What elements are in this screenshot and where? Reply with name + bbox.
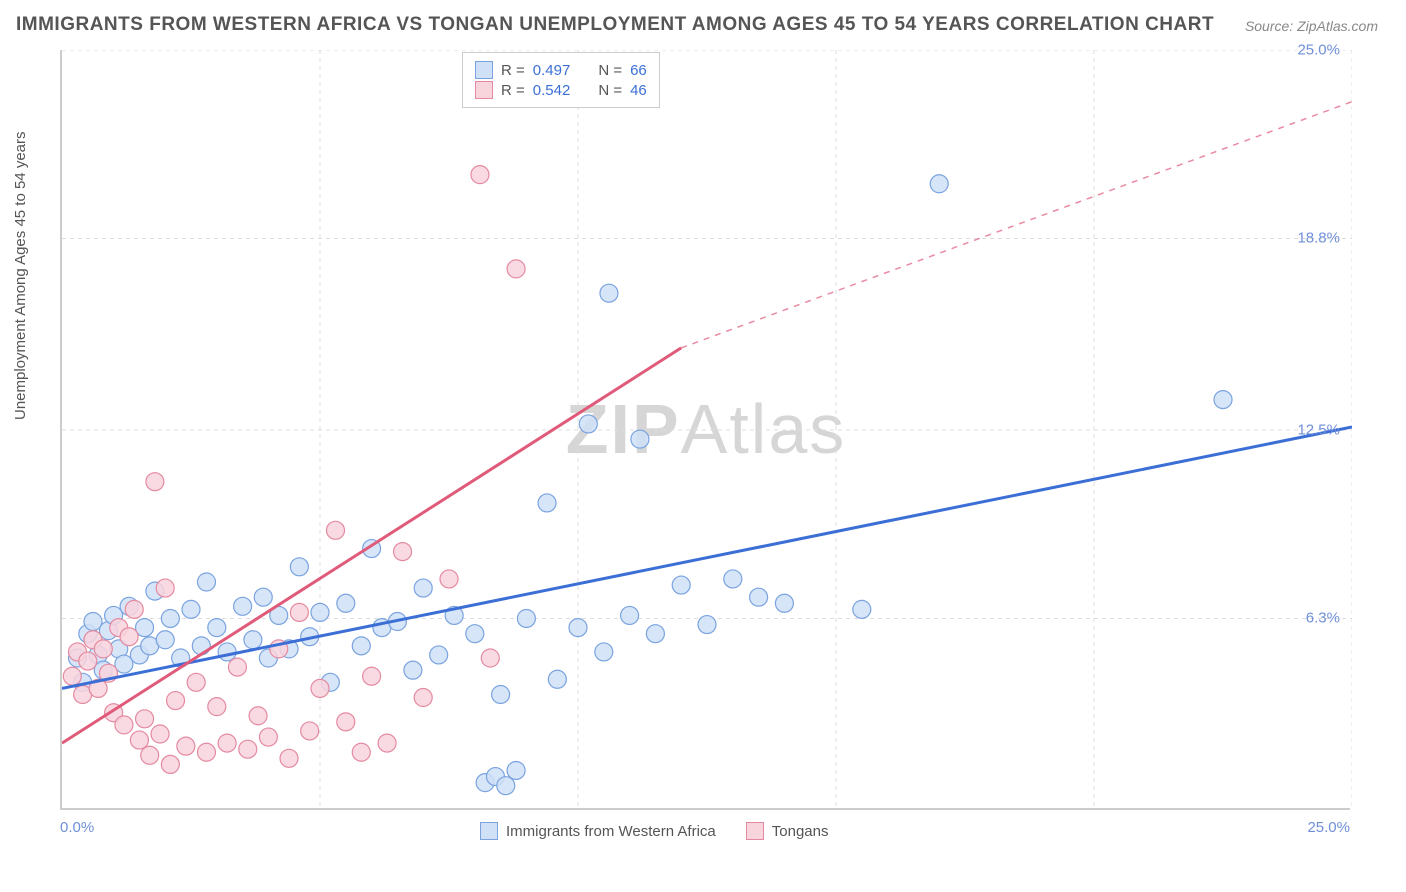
series-legend: Immigrants from Western Africa Tongans xyxy=(480,822,829,840)
legend-r-label: R = xyxy=(501,62,525,79)
plot-area: ZIPAtlas R = 0.497 N = 66 R = 0.542 N = … xyxy=(60,50,1350,810)
x-axis-tick-min: 0.0% xyxy=(60,819,94,836)
x-axis-tick-max: 25.0% xyxy=(1307,819,1350,836)
y-axis-tick: 18.8% xyxy=(1297,230,1340,247)
legend-swatch-pink xyxy=(746,822,764,840)
legend-n-label: N = xyxy=(598,82,622,99)
legend-item: Tongans xyxy=(746,822,829,840)
legend-row: R = 0.497 N = 66 xyxy=(475,61,647,79)
legend-label: Immigrants from Western Africa xyxy=(506,823,716,840)
legend-n-value: 46 xyxy=(630,82,647,99)
legend-r-label: R = xyxy=(501,82,525,99)
legend-n-value: 66 xyxy=(630,62,647,79)
y-axis-tick: 6.3% xyxy=(1306,610,1340,627)
chart-title: IMMIGRANTS FROM WESTERN AFRICA VS TONGAN… xyxy=(16,14,1214,36)
legend-label: Tongans xyxy=(772,823,829,840)
legend-swatch-pink xyxy=(475,81,493,99)
legend-row: R = 0.542 N = 46 xyxy=(475,81,647,99)
source-attribution: Source: ZipAtlas.com xyxy=(1245,18,1378,34)
legend-swatch-blue xyxy=(475,61,493,79)
y-axis-tick: 12.5% xyxy=(1297,422,1340,439)
legend-item: Immigrants from Western Africa xyxy=(480,822,716,840)
legend-r-value: 0.497 xyxy=(533,62,571,79)
legend-r-value: 0.542 xyxy=(533,82,571,99)
correlation-legend: R = 0.497 N = 66 R = 0.542 N = 46 xyxy=(462,52,660,108)
chart-svg xyxy=(62,50,1352,810)
legend-n-label: N = xyxy=(598,62,622,79)
legend-swatch-blue xyxy=(480,822,498,840)
y-axis-label: Unemployment Among Ages 45 to 54 years xyxy=(12,131,29,420)
y-axis-tick: 25.0% xyxy=(1297,42,1340,59)
